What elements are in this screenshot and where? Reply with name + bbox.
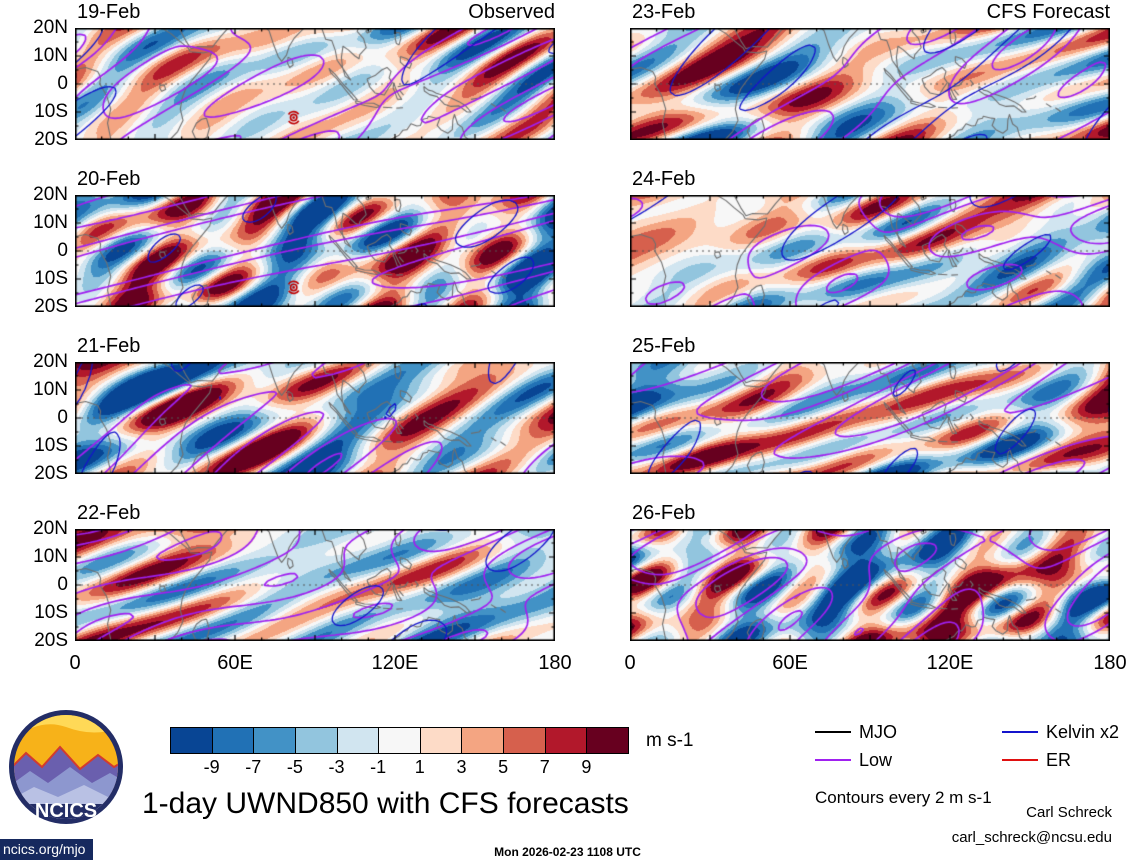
footer-link: ncics.org/mjo [0,839,93,860]
column-header: Observed [468,1,555,23]
lat-tick-label: 20S [34,463,68,484]
colorbar-segment [294,727,338,754]
legend-line-low [815,759,851,761]
lat-tick-label: 0 [57,574,68,595]
colorbar-segment [503,727,546,754]
colorbar-segment [336,727,380,754]
main-title: 1-day UWND850 with CFS forecasts [142,787,629,820]
lat-tick-label: 0 [57,240,68,261]
lat-tick-label: 20N [33,518,68,539]
colorbar-tick-label: 5 [498,757,509,777]
lat-tick-label: 10N [33,212,68,233]
lat-tick-label: 20N [33,17,68,38]
lat-tick-label: 10S [34,101,68,122]
map-canvas-25-Feb [630,362,1110,474]
lat-tick-label: 10N [33,45,68,66]
lat-tick-label: 10S [34,268,68,289]
map-canvas-23-Feb [630,28,1110,140]
colorbar-tick-label: -7 [245,757,262,777]
panel-date-label: 19-Feb [77,1,141,23]
lat-tick-label: 10N [33,379,68,400]
map-canvas-19-Feb [75,28,555,140]
colorbar-tick-label: -1 [370,757,387,777]
panel-date-label: 23-Feb [632,1,696,23]
colorbar [170,727,629,754]
legend-label: ER [1046,750,1072,770]
lon-tick-label: 120E [926,652,974,674]
legend-label: Low [859,750,893,770]
colorbar-tick-label: 1 [414,757,425,777]
lat-tick-label: 10N [33,546,68,567]
lat-tick-label: 20S [34,129,68,150]
timestamp: Mon 2026-02-23 1108 UTC [494,845,641,859]
map-canvas-20-Feb [75,195,555,307]
colorbar-units-label: m s-1 [646,730,694,751]
column-header: CFS Forecast [986,1,1110,23]
colorbar-segment [419,727,463,754]
legend-line-kelvin-x2 [1002,731,1038,733]
panel-date-label: 25-Feb [632,335,696,357]
colorbar-tick-label: -5 [286,757,303,777]
lat-tick-label: 10S [34,602,68,623]
colorbar-segment [586,727,629,754]
contour-note: Contours every 2 m s-1 [815,788,992,807]
colorbar-segment [211,727,255,754]
panel-date-label: 20-Feb [77,168,141,190]
lon-tick-label: 60E [772,652,808,674]
map-canvas-24-Feb [630,195,1110,307]
lon-tick-label: 180 [1093,652,1127,674]
colorbar-tick-label: -9 [203,757,220,777]
logo-text: NCICS [35,800,97,822]
contour-legend: MJO Kelvin x2 Low ER [815,722,1135,784]
colorbar-segment [461,727,505,754]
lat-tick-label: 0 [57,407,68,428]
legend-label: Kelvin x2 [1046,722,1120,742]
legend-line-mjo [815,731,851,733]
colorbar-tick-label: 9 [581,757,592,777]
lon-tick-label: 180 [538,652,572,674]
panel-date-label: 26-Feb [632,502,696,524]
legend-line-er [1002,759,1038,761]
lat-tick-label: 10S [34,435,68,456]
colorbar-segment [170,727,213,754]
lat-tick-label: 20S [34,296,68,317]
panel-date-label: 24-Feb [632,168,696,190]
colorbar-tick-label: 7 [539,757,550,777]
legend-label: MJO [859,722,897,742]
colorbar-segment [378,727,421,754]
lon-tick-label: 0 [624,652,636,674]
lat-tick-label: 0 [57,73,68,94]
lon-tick-label: 120E [371,652,419,674]
colorbar-segment [253,727,296,754]
lat-tick-label: 20S [34,630,68,651]
panel-date-label: 22-Feb [77,502,141,524]
lon-tick-label: 0 [69,652,81,674]
ncics-logo: NCICS [9,710,123,824]
lon-tick-label: 60E [217,652,253,674]
credit-name: Carl Schreck [1026,804,1112,821]
map-canvas-22-Feb [75,529,555,641]
map-canvas-21-Feb [75,362,555,474]
map-canvas-26-Feb [630,529,1110,641]
credit-email: carl_schreck@ncsu.edu [951,829,1112,846]
lat-tick-label: 20N [33,184,68,205]
colorbar-segment [544,727,588,754]
colorbar-tick-label: 3 [456,757,467,777]
panel-date-label: 21-Feb [77,335,141,357]
lat-tick-label: 20N [33,351,68,372]
colorbar-tick-label: -3 [328,757,345,777]
